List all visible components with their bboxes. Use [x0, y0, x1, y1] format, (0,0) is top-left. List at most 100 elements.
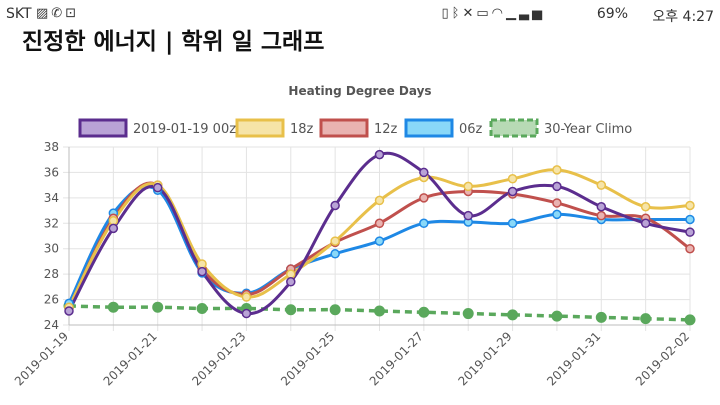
data-point: [418, 306, 430, 318]
y-tick-label: 32: [44, 216, 59, 230]
legend-swatch: [404, 118, 454, 138]
data-point: [419, 167, 429, 178]
data-point: [507, 309, 519, 321]
data-point: [462, 308, 474, 320]
data-point: [286, 277, 296, 287]
chart-points: [63, 149, 696, 326]
data-point: [685, 200, 695, 211]
data-point: [330, 236, 340, 246]
data-point: [685, 227, 695, 237]
system-icons: ▯ᛒ✕▭◠▁▃▅: [441, 6, 545, 21]
carrier-label: SKT: [6, 6, 32, 22]
data-point: [640, 218, 651, 229]
x-tick-label: 2019-01-31: [544, 329, 603, 388]
chart-legend: 2019-01-19 00z 18z 12z 06z 30-Year Climo: [78, 118, 632, 138]
data-point: [684, 314, 696, 326]
data-point: [374, 149, 385, 160]
page-title: 진정한 에너지 | 학위 일 그래프: [22, 29, 325, 55]
data-point: [552, 198, 562, 208]
x-tick-label: 2019-01-19: [12, 329, 71, 388]
data-point: [551, 310, 563, 322]
data-point: [596, 202, 607, 212]
mute-icon: ✕: [462, 6, 477, 21]
data-point: [507, 174, 518, 184]
data-point: [152, 182, 163, 193]
data-point: [596, 180, 607, 190]
data-point: [152, 301, 164, 313]
phone-icon: ✆: [51, 6, 66, 21]
y-tick-label: 26: [44, 293, 59, 307]
legend-label: 12z: [374, 122, 398, 137]
data-point: [507, 186, 518, 197]
data-point: [507, 218, 518, 229]
data-point: [107, 301, 119, 313]
x-tick-label: 2019-01-29: [455, 329, 514, 388]
data-point: [685, 214, 695, 225]
data-point: [595, 311, 607, 323]
legend-label: 18z: [290, 122, 314, 137]
data-point: [64, 306, 74, 316]
x-tick-label: 2019-02-02: [633, 329, 692, 388]
data-point: [108, 215, 119, 226]
data-point: [419, 193, 429, 203]
data-point: [330, 249, 340, 259]
y-tick-label: 24: [44, 318, 59, 332]
data-point: [374, 236, 385, 246]
data-point: [552, 181, 562, 192]
data-point: [552, 165, 562, 175]
x-tick-label: 2019-01-27: [367, 329, 426, 388]
data-point: [419, 218, 429, 229]
y-tick-label: 38: [44, 140, 59, 154]
data-point: [596, 210, 607, 221]
notification-icons: ▨✆⊡: [36, 6, 79, 21]
data-point: [197, 259, 207, 269]
battery-level: 69%: [596, 6, 628, 22]
wifi-icon: ◠: [491, 6, 506, 21]
signal-icon: ▁▃▅: [506, 6, 545, 21]
legend-label: 2019-01-19 00z: [133, 122, 236, 137]
data-point: [640, 202, 651, 212]
data-point: [241, 292, 252, 302]
legend-swatch: [235, 118, 285, 138]
bluetooth-icon: ᛒ: [451, 6, 463, 21]
data-point: [329, 304, 341, 316]
series-line-0: [67, 151, 691, 316]
y-tick-label: 34: [44, 191, 59, 205]
clock: 오후 4:27: [652, 9, 714, 25]
data-point: [640, 313, 652, 325]
y-tick-label: 28: [44, 267, 59, 281]
legend-swatch: [489, 118, 539, 138]
data-point: [463, 210, 473, 221]
hd-voice-icon: ▭: [476, 6, 492, 21]
data-point: [685, 243, 695, 254]
vibrate-icon: ▯: [441, 6, 452, 21]
x-tick-label: 2019-01-25: [278, 329, 337, 388]
image-icon: ▨: [36, 6, 52, 21]
data-point: [374, 195, 385, 206]
legend-swatch: [78, 118, 128, 138]
bag-icon: ⊡: [65, 6, 80, 21]
data-point: [241, 308, 252, 319]
data-point: [374, 218, 385, 229]
data-point: [374, 305, 385, 317]
y-tick-label: 36: [44, 165, 59, 179]
data-point: [286, 269, 296, 279]
y-tick-label: 30: [44, 242, 59, 256]
chart-axes: 24 26 28 30 32 34 36 38 2019-01-19 2019-01-21 2019…: [12, 140, 692, 388]
legend-label: 06z: [459, 122, 483, 137]
status-bar: SKT ▨✆⊡ ▯ᛒ✕▭◠▁▃▅ 69% 오후 4:27: [0, 0, 720, 30]
data-point: [108, 223, 119, 234]
legend-label: 30-Year Climo: [544, 122, 632, 137]
data-point: [463, 181, 473, 192]
data-point: [196, 302, 208, 314]
x-tick-label: 2019-01-21: [101, 329, 160, 388]
chart-title: Heating Degree Days: [288, 84, 431, 98]
data-point: [197, 266, 207, 277]
legend-swatch: [319, 118, 369, 138]
series-line-4: [68, 304, 691, 322]
data-point: [552, 209, 562, 220]
data-point: [285, 304, 297, 316]
data-point: [330, 200, 340, 211]
x-tick-label: 2019-01-23: [189, 329, 248, 388]
